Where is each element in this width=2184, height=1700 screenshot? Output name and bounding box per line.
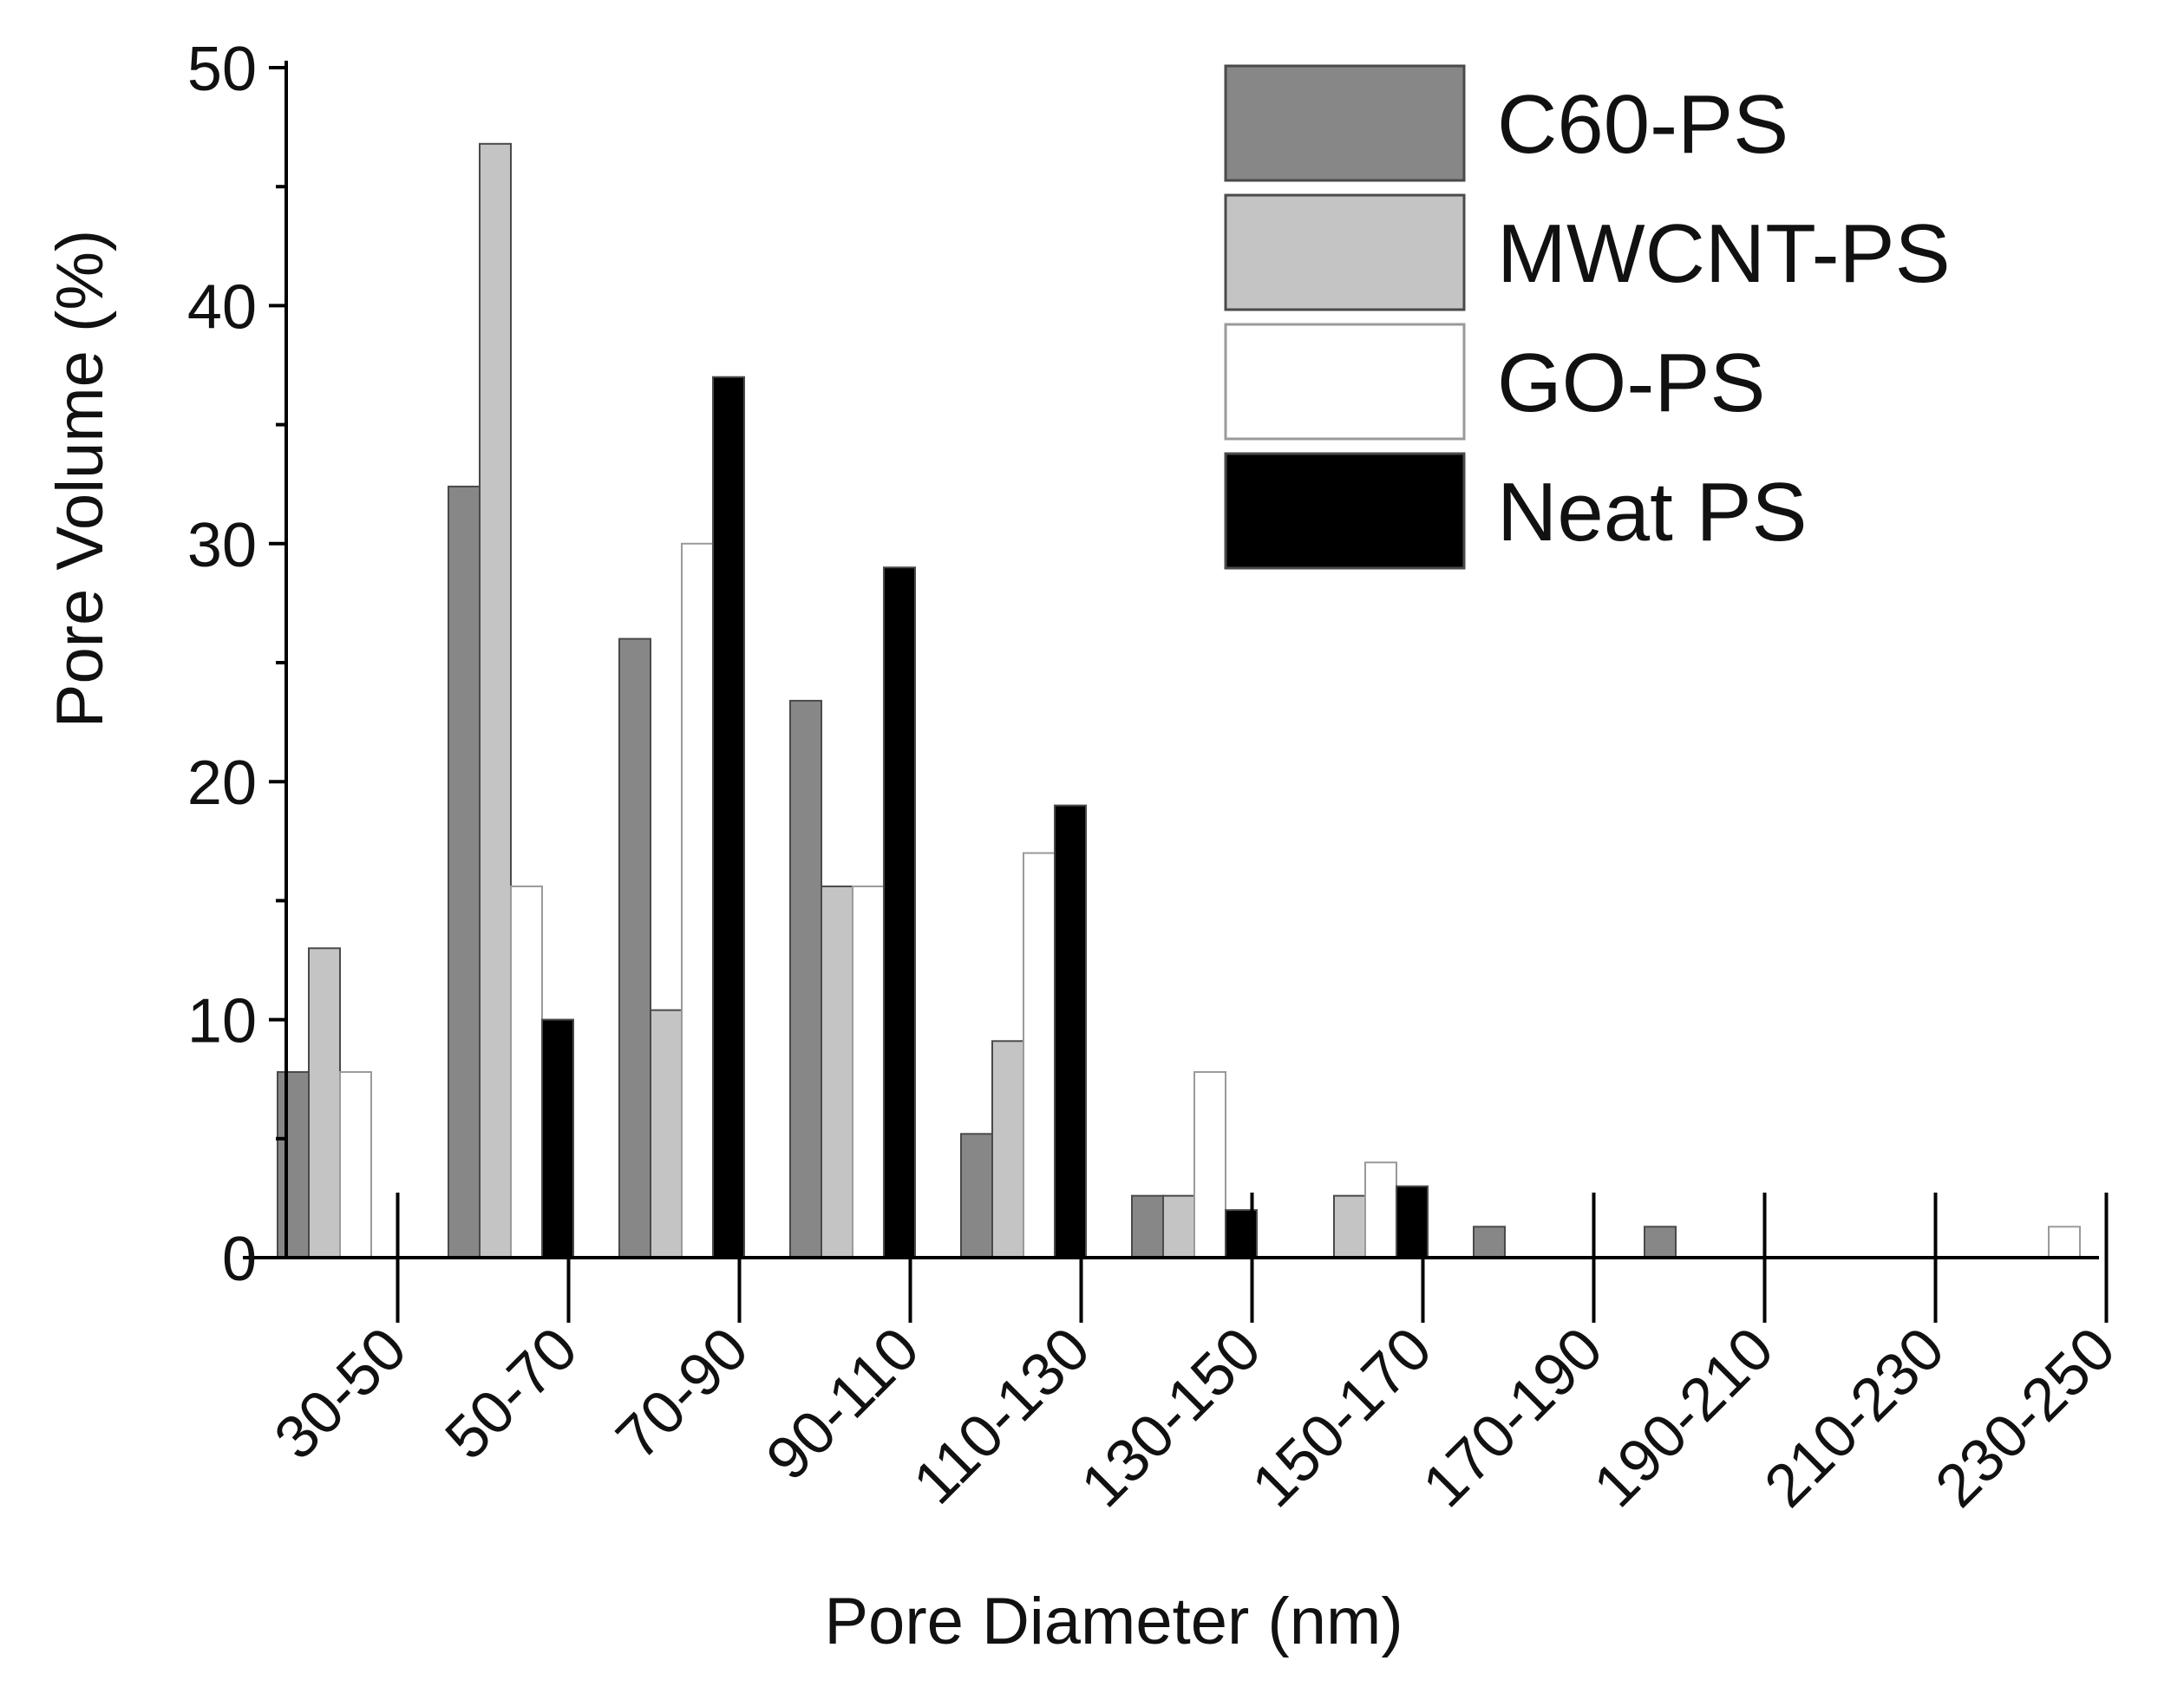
bar-c60-ps-130-150 xyxy=(1131,1194,1164,1259)
bar-mwcnt-ps-130-150 xyxy=(1162,1194,1195,1259)
bar-c60-ps-190-210 xyxy=(1644,1226,1677,1259)
bar-mwcnt-ps-70-90 xyxy=(650,1009,683,1259)
x-tick-label: 70-90 xyxy=(603,1314,761,1472)
bar-go-ps-50-70 xyxy=(510,885,543,1259)
bar-neat-ps-110-130 xyxy=(1054,804,1087,1259)
x-tick-label: 170-190 xyxy=(1409,1314,1615,1520)
x-axis-title: Pore Diameter (nm) xyxy=(824,1585,1403,1658)
x-tick-label: 50-70 xyxy=(432,1314,590,1472)
bar-c60-ps-170-190 xyxy=(1473,1226,1506,1259)
legend-swatch-go-ps xyxy=(1224,323,1466,441)
bar-go-ps-150-170 xyxy=(1364,1161,1397,1259)
y-tick-label: 20 xyxy=(187,749,257,818)
bar-go-ps-90-110 xyxy=(852,885,885,1259)
bar-c60-ps-70-90 xyxy=(618,638,651,1259)
x-tick-label: 150-170 xyxy=(1239,1314,1444,1520)
legend-label: Neat PS xyxy=(1497,466,1808,559)
x-tick-label: 110-130 xyxy=(900,1314,1102,1516)
x-tick-label: 230-250 xyxy=(1922,1314,2128,1520)
y-tick-label: 40 xyxy=(187,272,257,342)
bar-mwcnt-ps-90-110 xyxy=(821,885,853,1259)
bar-neat-ps-50-70 xyxy=(541,1018,574,1259)
y-tick-label: 30 xyxy=(187,511,257,580)
bar-mwcnt-ps-30-50 xyxy=(308,947,341,1259)
x-tick-label: 210-230 xyxy=(1751,1314,1957,1520)
legend-swatch-neat-ps xyxy=(1224,452,1466,570)
x-tick-label: 190-210 xyxy=(1580,1314,1786,1520)
y-tick-label: 10 xyxy=(187,987,257,1056)
bar-c60-ps-90-110 xyxy=(789,699,822,1259)
legend-swatch-c60-ps xyxy=(1224,64,1466,182)
bar-mwcnt-ps-110-130 xyxy=(991,1040,1024,1259)
bar-mwcnt-ps-150-170 xyxy=(1333,1194,1366,1259)
legend-label: C60-PS xyxy=(1497,78,1788,171)
y-tick-label: 0 xyxy=(222,1225,257,1294)
bar-c60-ps-110-130 xyxy=(960,1133,993,1259)
bar-mwcnt-ps-50-70 xyxy=(479,142,512,1259)
legend: C60-PS MWCNT-PS GO-PS Neat PS xyxy=(1224,64,1951,570)
legend-label: GO-PS xyxy=(1497,337,1765,429)
legend-swatch-mwcnt-ps xyxy=(1224,193,1466,311)
bar-neat-ps-90-110 xyxy=(883,566,916,1259)
y-axis-title: Pore Volume (%) xyxy=(43,230,117,728)
x-tick-label: 30-50 xyxy=(261,1314,419,1472)
y-tick-label: 50 xyxy=(187,35,257,104)
bar-go-ps-230-250 xyxy=(2048,1226,2081,1259)
bars-layer xyxy=(277,142,2081,1259)
bar-go-ps-30-50 xyxy=(339,1070,372,1259)
x-tick-label: 130-150 xyxy=(1068,1314,1273,1520)
bar-go-ps-130-150 xyxy=(1193,1070,1226,1259)
bar-c60-ps-50-70 xyxy=(448,485,481,1259)
bar-go-ps-110-130 xyxy=(1023,852,1056,1259)
bar-c60-ps-30-50 xyxy=(277,1070,310,1259)
legend-label: MWCNT-PS xyxy=(1497,207,1951,300)
axes-layer xyxy=(243,61,2109,1323)
bar-go-ps-70-90 xyxy=(681,542,714,1259)
bar-neat-ps-70-90 xyxy=(712,376,745,1259)
